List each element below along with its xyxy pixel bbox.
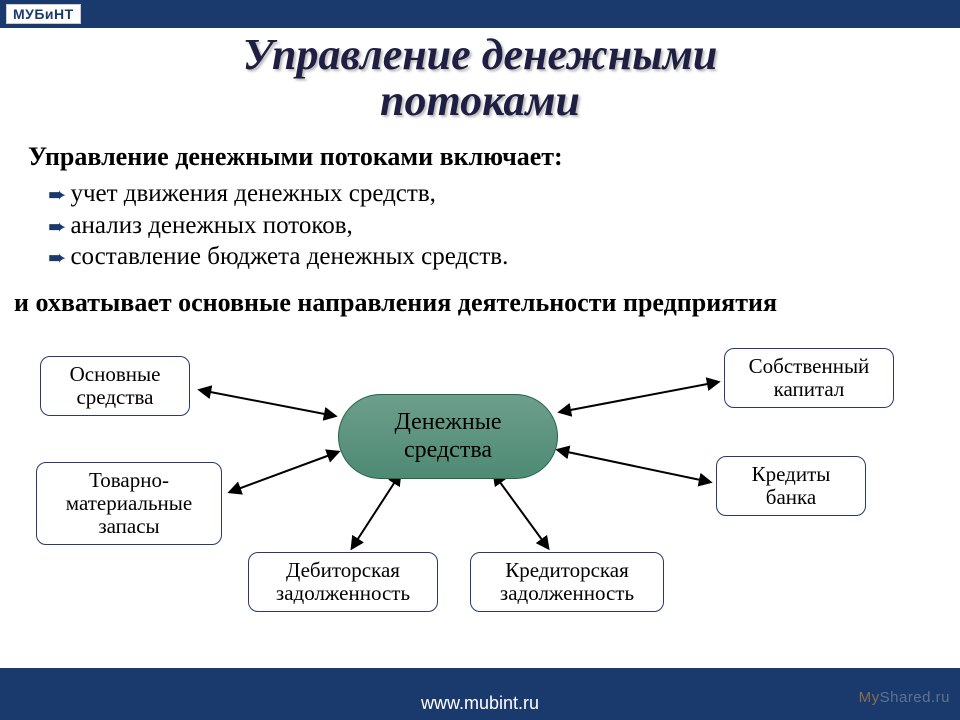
footer-url: www.mubint.ru bbox=[421, 693, 539, 714]
footer-bar: www.mubint.ru bbox=[0, 668, 960, 720]
bullet-item: ➨ учет движения денежных средств, bbox=[48, 178, 960, 209]
bullet-arrow-icon: ➨ bbox=[48, 213, 66, 241]
node-equity: Собственныйкапитал bbox=[724, 348, 894, 408]
diagram: Денежные средства Основныесредства Собств… bbox=[0, 324, 960, 654]
bullet-text: анализ денежных потоков, bbox=[70, 210, 352, 241]
covers-text: и охватывает основные направления деятел… bbox=[14, 288, 960, 318]
center-node-cash: Денежные средства bbox=[338, 394, 558, 479]
subtitle: Управление денежными потоками включает: bbox=[28, 142, 960, 172]
title-line-1: Управление денежными bbox=[243, 30, 718, 79]
title-line-2: потоками bbox=[380, 76, 580, 125]
bullet-list: ➨ учет движения денежных средств, ➨ анал… bbox=[48, 178, 960, 272]
watermark-rest: Shared.ru bbox=[880, 689, 950, 706]
node-receivables: Дебиторскаязадолженность bbox=[248, 552, 438, 612]
center-line-1: Денежные bbox=[394, 409, 501, 435]
bullet-arrow-icon: ➨ bbox=[48, 244, 66, 272]
node-loans: Кредитыбанка bbox=[716, 456, 866, 516]
bullet-item: ➨ анализ денежных потоков, bbox=[48, 210, 960, 241]
bullet-text: составление бюджета денежных средств. bbox=[70, 241, 508, 272]
node-inventory: Товарно-материальныезапасы bbox=[36, 462, 222, 545]
node-payables: Кредиторскаязадолженность bbox=[470, 552, 664, 612]
header-bar: МУБиНТ bbox=[0, 0, 960, 28]
bullet-text: учет движения денежных средств, bbox=[70, 178, 435, 209]
center-line-2: средства bbox=[404, 437, 492, 463]
logo: МУБиНТ bbox=[6, 4, 81, 24]
watermark: MyShared.ru bbox=[859, 689, 950, 706]
slide-title: Управление денежными потоками bbox=[0, 32, 960, 124]
watermark-my: My bbox=[859, 689, 880, 706]
bullet-item: ➨ составление бюджета денежных средств. bbox=[48, 241, 960, 272]
node-fixed-assets: Основныесредства bbox=[40, 356, 190, 416]
bullet-arrow-icon: ➨ bbox=[48, 181, 66, 209]
